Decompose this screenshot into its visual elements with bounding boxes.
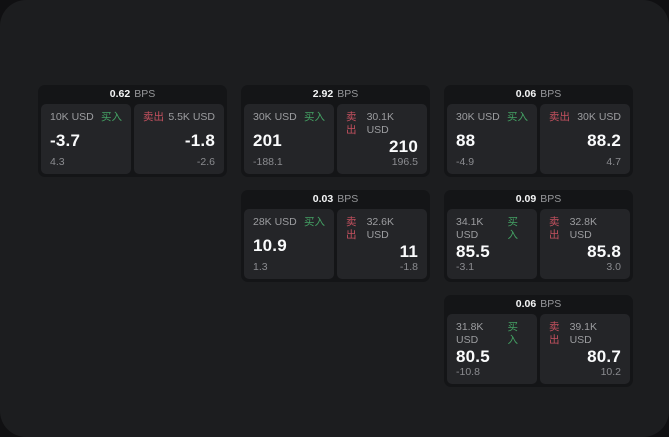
buy-sub-value: -4.9 — [456, 156, 475, 168]
bps-value: 0.03 — [312, 193, 334, 205]
bps-header: 0.06 BPS — [447, 88, 630, 101]
buy-panel[interactable]: 31.8K USD 买入 80.5 -10.8 — [447, 314, 537, 384]
buy-panel[interactable]: 30K USD 买入 88 -4.9 — [447, 104, 537, 174]
buy-amount: 31.8K USD — [456, 321, 484, 346]
sell-sub-value: 4.7 — [606, 156, 621, 168]
sell-label: 卖出 — [346, 216, 357, 241]
buy-label: 买入 — [507, 111, 528, 123]
buy-amount: 30K USD — [253, 111, 297, 123]
buy-price: 80.5 — [456, 347, 490, 366]
quote-panels: 34.1K USD 买入 85.5 -3.1 卖出 32.8K USD 85.8… — [447, 209, 630, 279]
buy-panel[interactable]: 30K USD 买入 201 -188.1 — [244, 104, 334, 174]
sell-label: 卖出 — [549, 216, 560, 241]
buy-panel[interactable]: 28K USD 买入 10.9 1.3 — [244, 209, 334, 279]
buy-label: 买入 — [304, 111, 325, 123]
sell-amount: 30.1K USD — [366, 111, 395, 136]
quote-card-3: 0.06 BPS 30K USD 买入 88 -4.9 卖出 30K USD — [444, 85, 633, 177]
bps-header: 2.92 BPS — [244, 88, 427, 101]
sell-price: 80.7 — [587, 347, 621, 366]
sell-price: 11 — [399, 242, 418, 261]
quote-card-6: 0.06 BPS 31.8K USD 买入 80.5 -10.8 卖出 39.1… — [444, 295, 633, 387]
bps-value: 0.62 — [109, 88, 131, 100]
quote-card-2: 2.92 BPS 30K USD 买入 201 -188.1 卖出 30.1K … — [241, 85, 430, 177]
sell-price: 85.8 — [587, 242, 621, 261]
bps-value: 2.92 — [312, 88, 334, 100]
buy-sub-value: 4.3 — [50, 156, 65, 168]
buy-sub-value: 1.3 — [253, 261, 268, 273]
sell-label: 卖出 — [549, 111, 570, 123]
quote-panels: 30K USD 买入 88 -4.9 卖出 30K USD 88.2 4.7 — [447, 104, 630, 174]
sell-sub-value: 3.0 — [606, 261, 621, 273]
buy-panel[interactable]: 10K USD 买入 -3.7 4.3 — [41, 104, 131, 174]
buy-price: 201 — [253, 130, 282, 150]
bps-header: 0.06 BPS — [447, 298, 630, 311]
quote-card-4: 0.03 BPS 28K USD 买入 10.9 1.3 卖出 32.6K US… — [241, 190, 430, 282]
quote-card-5: 0.09 BPS 34.1K USD 买入 85.5 -3.1 卖出 32.8K… — [444, 190, 633, 282]
buy-sub-value: -3.1 — [456, 261, 475, 273]
sell-price: 210 — [389, 137, 418, 156]
bps-unit-label: BPS — [540, 298, 562, 310]
buy-label: 买入 — [304, 216, 325, 228]
sell-amount: 32.8K USD — [569, 216, 598, 241]
bps-header: 0.62 BPS — [41, 88, 224, 101]
buy-sub-value: -10.8 — [456, 366, 480, 378]
sell-sub-value: -1.8 — [399, 261, 418, 273]
bps-value: 0.09 — [515, 193, 537, 205]
buy-price: 88 — [456, 130, 476, 150]
sell-price: 88.2 — [587, 130, 621, 150]
sell-panel[interactable]: 卖出 39.1K USD 80.7 10.2 — [540, 314, 630, 384]
quote-card-grid: 0.62 BPS 10K USD 买入 -3.7 4.3 卖出 5.5K USD — [38, 85, 633, 387]
sell-panel[interactable]: 卖出 32.8K USD 85.8 3.0 — [540, 209, 630, 279]
bps-unit-label: BPS — [337, 88, 359, 100]
sell-sub-value: 196.5 — [391, 156, 418, 168]
sell-label: 卖出 — [549, 321, 560, 346]
buy-price: -3.7 — [50, 130, 81, 150]
bps-unit-label: BPS — [134, 88, 156, 100]
bps-header: 0.09 BPS — [447, 193, 630, 206]
bps-value: 0.06 — [515, 88, 537, 100]
buy-sub-value: -188.1 — [253, 156, 283, 168]
sell-panel[interactable]: 卖出 32.6K USD 11 -1.8 — [337, 209, 427, 279]
buy-price: 10.9 — [253, 235, 287, 255]
buy-price: 85.5 — [456, 242, 490, 261]
sell-label: 卖出 — [143, 111, 164, 123]
buy-label: 买入 — [507, 216, 518, 241]
bps-unit-label: BPS — [540, 193, 562, 205]
quote-panels: 31.8K USD 买入 80.5 -10.8 卖出 39.1K USD 80.… — [447, 314, 630, 384]
sell-price: -1.8 — [184, 130, 215, 150]
buy-amount: 28K USD — [253, 216, 297, 228]
buy-amount: 30K USD — [456, 111, 500, 123]
sell-label: 卖出 — [346, 111, 357, 136]
buy-label: 买入 — [101, 111, 122, 123]
sell-amount: 39.1K USD — [569, 321, 598, 346]
sell-sub-value: 10.2 — [600, 366, 621, 378]
sell-sub-value: -2.6 — [196, 156, 215, 168]
sell-panel[interactable]: 卖出 5.5K USD -1.8 -2.6 — [134, 104, 224, 174]
bps-unit-label: BPS — [540, 88, 562, 100]
bps-unit-label: BPS — [337, 193, 359, 205]
buy-label: 买入 — [507, 321, 518, 346]
buy-amount: 10K USD — [50, 111, 94, 123]
quote-panels: 30K USD 买入 201 -188.1 卖出 30.1K USD 210 1… — [244, 104, 427, 174]
sell-amount: 30K USD — [577, 111, 621, 123]
sell-amount: 32.6K USD — [366, 216, 395, 241]
sell-panel[interactable]: 卖出 30K USD 88.2 4.7 — [540, 104, 630, 174]
buy-amount: 34.1K USD — [456, 216, 484, 241]
quote-panels: 10K USD 买入 -3.7 4.3 卖出 5.5K USD -1.8 -2.… — [41, 104, 224, 174]
sell-panel[interactable]: 卖出 30.1K USD 210 196.5 — [337, 104, 427, 174]
bps-value: 0.06 — [515, 298, 537, 310]
quote-card-1: 0.62 BPS 10K USD 买入 -3.7 4.3 卖出 5.5K USD — [38, 85, 227, 177]
bps-header: 0.03 BPS — [244, 193, 427, 206]
quote-panels: 28K USD 买入 10.9 1.3 卖出 32.6K USD 11 -1.8 — [244, 209, 427, 279]
sell-amount: 5.5K USD — [168, 111, 215, 123]
buy-panel[interactable]: 34.1K USD 买入 85.5 -3.1 — [447, 209, 537, 279]
